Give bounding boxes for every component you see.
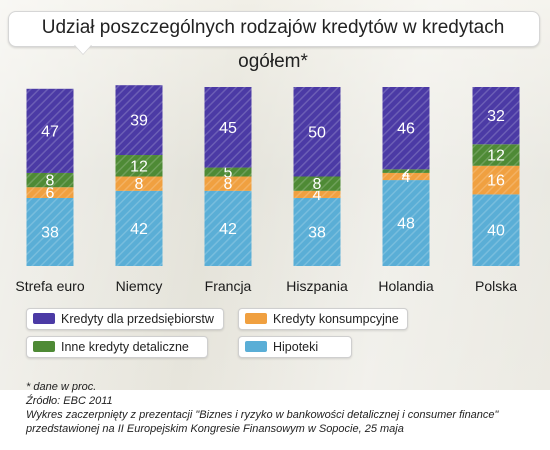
data-label: 48: [397, 216, 415, 233]
legend-item-hipoteki: Hipoteki: [238, 336, 352, 358]
bar-segment-texture: [26, 88, 74, 173]
category-label: Polska: [475, 278, 517, 294]
bar-segment-texture: [472, 194, 520, 266]
bar-segment-texture: [472, 144, 520, 166]
data-label: 40: [487, 223, 505, 240]
category-label: Francja: [205, 278, 252, 294]
data-label: 12: [130, 158, 148, 175]
legend-swatch: [33, 341, 55, 352]
legend-swatch: [245, 341, 267, 352]
legend-label: Inne kredyty detaliczne: [61, 340, 189, 354]
legend-item-przedsiebiorstwa: Kredyty dla przedsiębiorstw: [26, 308, 224, 330]
legend-label: Hipoteki: [273, 340, 319, 354]
source-note: Źródło: EBC 2011: [26, 395, 113, 407]
bar-segment-texture: [26, 187, 74, 198]
bar-segment-texture: [382, 87, 430, 170]
legend-swatch: [33, 313, 55, 324]
data-label: 12: [487, 148, 505, 165]
bar-segment-texture: [204, 190, 252, 266]
bar-segment-texture: [293, 176, 341, 191]
data-label: 4: [313, 187, 322, 204]
data-label: 46: [397, 121, 415, 138]
data-label: 4: [402, 169, 411, 186]
data-label: 50: [308, 124, 326, 141]
stacked-bar-chart: 386847428123942854538485048424640161232 …: [15, 85, 520, 294]
data-label: 8: [224, 176, 233, 193]
bar-segment-texture: [382, 169, 430, 173]
data-label: 8: [46, 173, 55, 190]
bar-segment-texture: [204, 167, 252, 177]
bar-segment-texture: [472, 87, 520, 145]
title-bubble-tail: [74, 44, 92, 54]
data-label: 32: [487, 108, 505, 125]
bar-segment-texture: [115, 155, 163, 177]
bar-segment-texture: [204, 176, 252, 191]
category-label: Hiszpania: [286, 278, 348, 294]
bar-segment-texture: [204, 87, 252, 168]
bar-segment-texture: [115, 176, 163, 191]
legend-label: Kredyty dla przedsiębiorstw: [61, 312, 214, 326]
data-label: 47: [41, 123, 59, 140]
bar-segment-texture: [26, 172, 74, 188]
category-label: Strefa euro: [15, 278, 84, 294]
category-label: Holandia: [378, 278, 433, 294]
bar-segment-texture: [382, 172, 430, 181]
data-label: 16: [487, 173, 505, 190]
data-label: 8: [135, 176, 144, 193]
unit-note: * dane w proc.: [26, 381, 97, 393]
data-label: 42: [130, 221, 148, 238]
legend-item-konsumpcyjne: Kredyty konsumpcyjne: [238, 308, 408, 330]
bar-segment-texture: [26, 197, 74, 266]
data-label: 38: [308, 224, 326, 241]
legend-label: Kredyty konsumpcyjne: [273, 312, 399, 326]
title-bubble: [8, 11, 540, 47]
chart-title: Udział poszczególnych rodzajów kredytów …: [41, 17, 505, 72]
bar-segment-texture: [472, 165, 520, 195]
bar-segment-texture: [293, 190, 341, 198]
data-label: 8: [313, 176, 322, 193]
caption-note: Wykres zaczerpnięty z prezentacji "Bizne…: [26, 409, 499, 435]
category-label: Niemcy: [116, 278, 163, 294]
data-label: 42: [219, 221, 237, 238]
data-label: 39: [130, 113, 148, 130]
legend-item-inne-detaliczne: Inne kredyty detaliczne: [26, 336, 208, 358]
data-label: 45: [219, 120, 237, 137]
bar-segment-texture: [293, 87, 341, 177]
legend-swatch: [245, 313, 267, 324]
data-label: 38: [41, 224, 59, 241]
bar-segment-texture: [115, 85, 163, 156]
footnotes: * dane w proc. Źródło: EBC 2011 Wykres z…: [26, 380, 541, 436]
bar-segment-texture: [293, 197, 341, 266]
data-label: 2: [402, 164, 411, 181]
bar-segment-texture: [382, 180, 430, 266]
data-label: 5: [224, 165, 233, 182]
bar-segment-texture: [115, 190, 163, 266]
data-label: 6: [46, 185, 55, 202]
